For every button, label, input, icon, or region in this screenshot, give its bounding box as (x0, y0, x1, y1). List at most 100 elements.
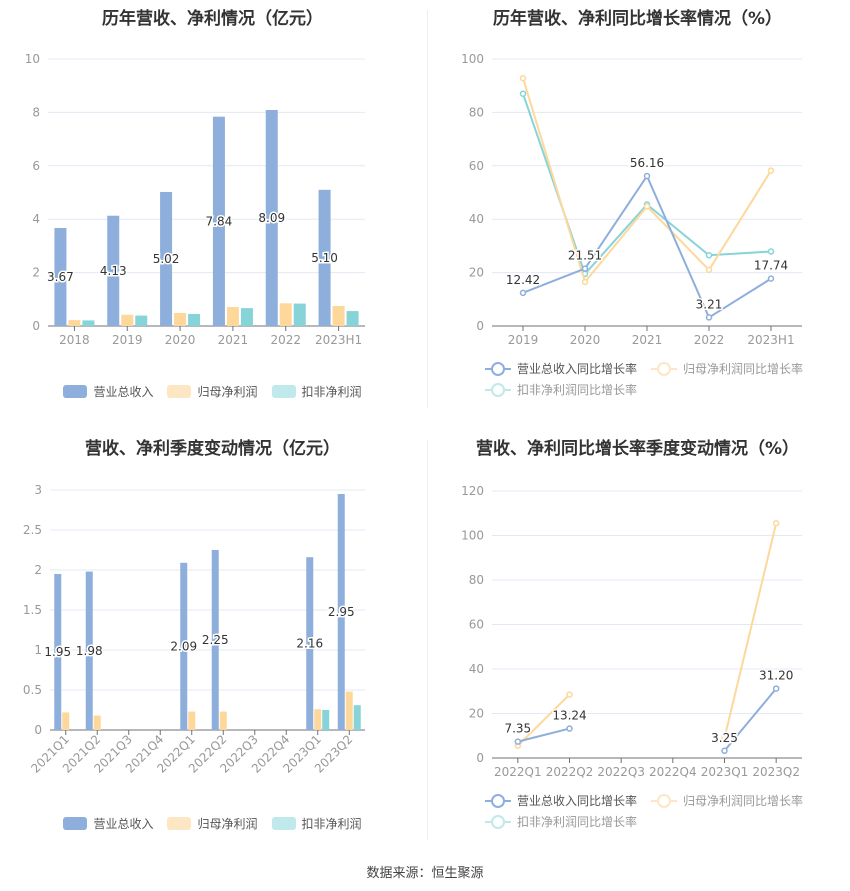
bar-parent-profit (68, 320, 81, 326)
bar-parent-profit (174, 312, 187, 326)
y-tick-label: 10 (25, 52, 40, 66)
bar-parent-profit (219, 711, 227, 730)
bar-kf-profit (82, 320, 95, 326)
annual-growth-chart: 历年营收、净利同比增长率情况（%） 0 20 40 60 80 100 2019 2020 20… (425, 0, 850, 430)
legend: 营业总收入 归母净利润 扣非净利润 (0, 383, 425, 400)
x-tick-label: 2022Q1 (494, 765, 542, 779)
data-point (643, 172, 651, 180)
y-tick-label: 80 (469, 573, 484, 587)
divider (427, 10, 428, 408)
legend-item-revenue[interactable]: 营业总收入 (63, 383, 153, 400)
legend-label: 扣非净利润 (301, 817, 362, 831)
x-tick-label: 2022Q2 (546, 765, 594, 779)
bar-revenue (212, 116, 225, 326)
data-label: 5.10 (311, 251, 338, 265)
bar-parent-profit (93, 715, 101, 730)
x-tick-label: 2022Q4 (649, 765, 697, 779)
series-line (517, 693, 571, 747)
legend: 营业总收入同比增长率 归母净利润同比增长率 扣非净利润同比增长率 (485, 792, 830, 830)
y-tick-label: 0.5 (23, 683, 42, 697)
x-tick-label: 2020 (165, 333, 196, 347)
legend-line-icon (651, 362, 678, 376)
y-tick-label: 0 (32, 319, 40, 333)
legend-item-revenue-growth[interactable]: 营业总收入同比增长率 (485, 792, 637, 809)
y-tick-label: 100 (461, 529, 484, 543)
legend-item-revenue-growth[interactable]: 营业总收入同比增长率 (485, 360, 637, 377)
data-label: 3.21 (696, 297, 723, 311)
x-tick-label: 2021 (218, 333, 249, 347)
y-tick-label: 1.5 (23, 603, 42, 617)
chart-svg: 0 20 40 60 80 100 120 2022Q1 2022Q2 2022Q3 2022Q4 2… (461, 484, 802, 779)
legend-item-revenue[interactable]: 营业总收入 (63, 815, 153, 832)
y-tick-label: 0 (476, 751, 484, 765)
y-tick-label: 60 (469, 618, 484, 632)
bar-kf-profit (293, 303, 306, 326)
data-label: 2.16 (296, 637, 323, 651)
bar-revenue (54, 228, 67, 326)
chart-title: 营收、净利季度变动情况（亿元） (85, 439, 340, 459)
legend-item-kf-growth[interactable]: 扣非净利润同比增长率 (485, 813, 637, 830)
legend-label: 归母净利润 (197, 817, 258, 831)
bar-kf-profit (353, 705, 361, 730)
x-tick-label: 2018 (59, 333, 90, 347)
data-point (767, 167, 775, 174)
bar-kf-profit (135, 315, 148, 326)
bar-parent-profit (188, 711, 196, 730)
y-tick-label: 2 (34, 563, 42, 577)
data-point (721, 747, 728, 755)
x-tick-label: 2019 (112, 333, 143, 347)
legend-item-parent-growth[interactable]: 归母净利润同比增长率 (651, 360, 803, 377)
y-tick-label: 60 (469, 159, 484, 173)
bar-parent-profit (314, 709, 322, 730)
legend-label: 扣非净利润同比增长率 (517, 383, 638, 397)
legend-label: 营业总收入同比增长率 (517, 794, 638, 808)
data-point (772, 685, 780, 692)
legend-line-icon (485, 383, 511, 397)
x-tick-label: 2022Q3 (597, 765, 645, 779)
bar-parent-profit (226, 307, 239, 326)
data-source: 数据来源：恒生聚源 (366, 866, 484, 881)
data-label: 5.02 (153, 252, 180, 266)
bar-kf-profit (346, 311, 359, 326)
legend-item-parent[interactable]: 归母净利润 (167, 383, 258, 400)
series-line (517, 727, 570, 743)
bar-parent-profit (121, 314, 134, 326)
legend-swatch (271, 385, 296, 398)
legend-swatch (63, 385, 88, 398)
legend-item-parent-growth[interactable]: 归母净利润同比增长率 (651, 792, 803, 809)
series-line (723, 523, 778, 739)
data-label: 4.13 (100, 264, 127, 278)
data-point (767, 248, 775, 255)
legend-label: 扣非净利润 (301, 385, 362, 399)
bar-revenue (337, 494, 345, 730)
bar-parent-profit (345, 691, 353, 730)
y-tick-label: 80 (469, 105, 484, 119)
legend-item-kf[interactable]: 扣非净利润 (271, 383, 362, 400)
data-point (514, 738, 522, 745)
data-point (772, 520, 780, 527)
legend-item-kf-growth[interactable]: 扣非净利润同比增长率 (485, 381, 637, 398)
chart-title: 营收、净利同比增长率季度变动情况（%） (475, 439, 800, 459)
legend-swatch (167, 385, 192, 398)
bar-revenue (265, 109, 278, 326)
quarterly-growth-chart: 营收、净利同比增长率季度变动情况（%） 0 20 40 60 80 100 120 2022Q… (425, 430, 850, 860)
y-tick-label: 120 (461, 484, 484, 498)
y-tick-label: 40 (469, 662, 484, 676)
data-point (566, 691, 573, 698)
y-tick-label: 40 (469, 212, 484, 226)
x-tick-label: 2020 (570, 333, 601, 347)
quarterly-revenue-profit-chart: 营收、净利季度变动情况（亿元） 0 0.5 1 1.5 2 2.5 3 2021Q1 2021Q… (0, 430, 425, 860)
chart-svg: 0 20 40 60 80 100 2019 2020 2021 2022 2023H1 12.42 2… (461, 52, 802, 347)
legend-item-parent[interactable]: 归母净利润 (167, 815, 258, 832)
legend-item-kf[interactable]: 扣非净利润 (271, 815, 362, 832)
y-tick-label: 20 (469, 266, 484, 280)
y-tick-label: 2 (32, 266, 40, 280)
data-point (721, 734, 728, 742)
x-tick-label: 2023H1 (315, 333, 362, 347)
y-tick-label: 2.5 (23, 523, 42, 537)
legend-label: 营业总收入 (93, 385, 154, 399)
x-tick-label: 2023Q1 (701, 765, 749, 779)
x-tick-label: 2023Q2 (752, 765, 800, 779)
y-tick-label: 3 (34, 483, 42, 497)
